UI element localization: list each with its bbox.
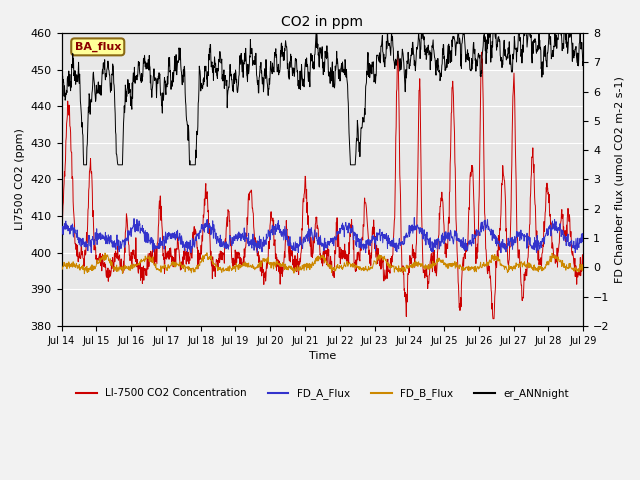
Y-axis label: LI7500 CO2 (ppm): LI7500 CO2 (ppm) bbox=[15, 129, 25, 230]
Y-axis label: FD Chamber flux (umol CO2 m-2 s-1): FD Chamber flux (umol CO2 m-2 s-1) bbox=[615, 76, 625, 283]
Text: BA_flux: BA_flux bbox=[75, 42, 121, 52]
X-axis label: Time: Time bbox=[308, 351, 336, 361]
Title: CO2 in ppm: CO2 in ppm bbox=[282, 15, 364, 29]
Legend: LI-7500 CO2 Concentration, FD_A_Flux, FD_B_Flux, er_ANNnight: LI-7500 CO2 Concentration, FD_A_Flux, FD… bbox=[72, 384, 573, 403]
